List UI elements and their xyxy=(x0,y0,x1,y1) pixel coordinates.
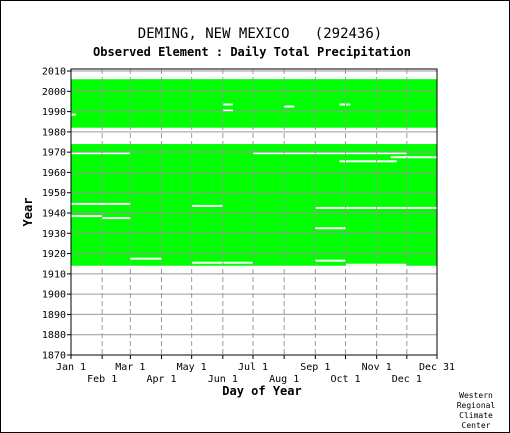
credit-line: Western xyxy=(459,391,493,400)
y-tick-label: 2010 xyxy=(42,67,66,78)
x-tick-label: May 1 xyxy=(177,362,207,373)
missing-segment-10 xyxy=(130,257,162,260)
missing-segment-7 xyxy=(71,215,103,218)
coverage-block-0 xyxy=(71,144,437,266)
coverage-block-1 xyxy=(71,79,437,128)
missing-segment-16 xyxy=(284,105,295,108)
missing-segment-5 xyxy=(191,204,223,207)
x-axis-title: Day of Year xyxy=(222,384,301,398)
missing-segment-20 xyxy=(71,77,131,80)
y-tick-label: 1900 xyxy=(42,290,66,301)
x-tick-label: Mar 1 xyxy=(115,362,145,373)
y-tick-label: 1920 xyxy=(42,249,66,260)
y-tick-label: 1890 xyxy=(42,310,66,321)
missing-segment-1 xyxy=(252,152,407,155)
y-tick-label: 1970 xyxy=(42,148,66,159)
missing-segment-8 xyxy=(102,217,131,220)
y-tick-label: 1930 xyxy=(42,229,66,240)
y-tick-label: 1980 xyxy=(42,127,66,138)
missing-segment-9 xyxy=(315,227,346,230)
x-tick-label: Jul 1 xyxy=(238,362,268,373)
x-tick-label: Jun 1 xyxy=(208,374,238,385)
plot-border xyxy=(70,68,438,356)
credit-line: Climate xyxy=(459,411,493,420)
chart-subtitle: Observed Element : Daily Total Precipita… xyxy=(93,45,411,59)
missing-segment-19 xyxy=(71,113,77,116)
missing-segment-2 xyxy=(390,156,439,159)
y-tick-label: 1950 xyxy=(42,188,66,199)
y-tick-label: 1960 xyxy=(42,168,66,179)
y-axis-title: Year xyxy=(21,198,35,227)
grid-layer xyxy=(67,69,438,359)
x-tick-label: Dec 1 xyxy=(392,374,422,385)
missing-segment-4 xyxy=(71,202,131,205)
x-tick-label: Feb 1 xyxy=(87,374,117,385)
x-tick-label: Apr 1 xyxy=(146,374,176,385)
x-tick-label: Sep 1 xyxy=(300,362,330,373)
y-tick-label: 1870 xyxy=(42,351,66,362)
y-tick-label: 1940 xyxy=(42,209,66,220)
missing-segment-12 xyxy=(191,261,253,264)
y-tick-label: 2000 xyxy=(42,87,66,98)
credit-line: Center xyxy=(462,421,491,430)
x-tick-label: Nov 1 xyxy=(362,362,392,373)
x-tick-label: Aug 1 xyxy=(269,374,299,385)
missing-segment-14 xyxy=(222,103,233,106)
y-tick-label: 1880 xyxy=(42,330,66,341)
missing-segment-17 xyxy=(339,103,351,106)
credit-line: Regional xyxy=(457,401,496,410)
missing-segment-0 xyxy=(71,152,131,155)
y-tick-label: 1910 xyxy=(42,269,66,280)
missing-segment-18 xyxy=(71,127,439,130)
missing-segment-15 xyxy=(222,109,233,112)
x-tick-label: Dec 31 xyxy=(419,362,455,373)
x-tick-label: Jan 1 xyxy=(56,362,86,373)
chart-title: DEMING, NEW MEXICO (292436) xyxy=(138,26,382,42)
y-tick-labels: 1870 1880 1890 1900 1910 1920 1930 1940 1950 1960… xyxy=(42,67,66,362)
x-tick-labels: Jan 1 Mar 1 May 1 Jul 1 Sep 1 Nov 1 Dec 31 Feb … xyxy=(56,362,455,385)
missing-segment-3 xyxy=(339,160,397,163)
x-tick-label: Oct 1 xyxy=(330,374,360,385)
missing-segment-13 xyxy=(345,263,407,266)
data-layer xyxy=(71,77,439,266)
missing-segment-11 xyxy=(315,259,346,262)
y-tick-label: 1990 xyxy=(42,107,66,118)
